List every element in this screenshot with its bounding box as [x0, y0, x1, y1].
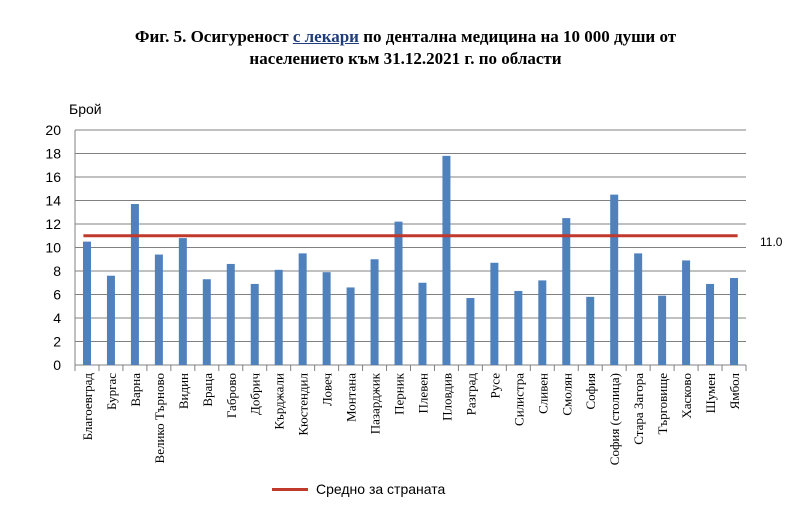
bar	[418, 282, 427, 365]
x-tick-label: Враца	[200, 373, 215, 407]
x-tick-label: Бургас	[104, 373, 119, 410]
bar	[322, 272, 331, 365]
bar	[202, 279, 211, 365]
bar	[466, 298, 475, 365]
bar	[274, 269, 283, 365]
bar	[394, 221, 403, 365]
y-tick-label: 16	[45, 169, 61, 185]
bar	[610, 194, 619, 365]
chart-title: Фиг. 5. Осигуреност с лекари по дентална…	[0, 26, 811, 70]
bar	[634, 253, 643, 365]
average-line-label: 11.0	[760, 235, 783, 249]
x-tick-label: Ловеч	[320, 373, 335, 407]
x-tick-label: Варна	[128, 373, 143, 407]
y-tick-label: 18	[45, 146, 61, 162]
x-tick-label: Кюстендил	[296, 372, 311, 435]
x-tick-label: Благоевград	[80, 373, 95, 441]
x-tick-label: Ямбол	[727, 372, 742, 409]
bar	[154, 254, 163, 365]
x-tick-label: Шумен	[703, 373, 718, 413]
bar	[538, 280, 547, 365]
x-tick-label: Хасково	[679, 373, 694, 419]
legend-line-swatch	[272, 487, 308, 491]
legend: Средно за страната	[272, 481, 445, 497]
bar	[442, 155, 451, 365]
y-tick-label: 10	[45, 240, 61, 256]
y-tick-label: 2	[53, 334, 61, 350]
x-tick-label: Разград	[463, 373, 478, 416]
y-tick-label: 0	[53, 357, 61, 373]
bar	[586, 296, 595, 365]
bar	[130, 204, 139, 365]
y-axis-label: Брой	[69, 101, 102, 117]
bar	[106, 275, 115, 365]
y-tick-label: 4	[53, 310, 61, 326]
x-tick-label: Пазарджик	[368, 372, 383, 434]
bar	[298, 253, 307, 365]
x-tick-label: София (столица)	[607, 373, 622, 465]
y-tick-label: 12	[45, 216, 61, 232]
x-tick-label: Велико Търново	[152, 373, 167, 463]
x-tick-label: Сливен	[535, 373, 550, 414]
title-link: с лекари	[292, 27, 359, 46]
y-tick-label: 20	[45, 122, 61, 138]
x-tick-label: Русе	[487, 373, 502, 399]
bar	[346, 287, 355, 365]
y-tick-label: 8	[53, 263, 61, 279]
y-tick-label: 14	[45, 193, 61, 209]
x-tick-label: Монтана	[344, 373, 359, 422]
x-tick-label: Стара Загора	[631, 373, 646, 445]
x-tick-label: Перник	[392, 372, 407, 415]
legend-label: Средно за страната	[316, 481, 446, 497]
chart-title-line2: населението към 31.12.2021 г. по области	[249, 49, 562, 68]
bar	[250, 283, 259, 365]
bar	[490, 262, 499, 365]
x-tick-label: София	[583, 373, 598, 410]
y-tick-label: 6	[53, 287, 61, 303]
bar	[658, 295, 667, 365]
x-tick-label: Добрич	[248, 373, 263, 415]
bar	[370, 259, 379, 365]
x-tick-label: Видин	[176, 373, 191, 409]
x-tick-label: Пловдив	[439, 373, 454, 421]
x-tick-label: Смолян	[559, 373, 574, 416]
bar	[178, 238, 187, 365]
x-tick-label: Силистра	[511, 373, 526, 426]
x-tick-label: Габрово	[224, 373, 239, 418]
bar	[706, 283, 715, 365]
bar	[730, 278, 739, 365]
bar	[562, 218, 571, 365]
bar	[82, 241, 91, 365]
chart-title-line1: Фиг. 5. Осигуреност с лекари по дентална…	[134, 27, 677, 46]
x-tick-label: Кърджали	[272, 373, 287, 430]
bar	[682, 260, 691, 365]
bar	[226, 263, 235, 365]
x-tick-label: Плевен	[415, 373, 430, 413]
bar	[514, 290, 523, 365]
x-tick-label: Търговище	[655, 373, 670, 435]
